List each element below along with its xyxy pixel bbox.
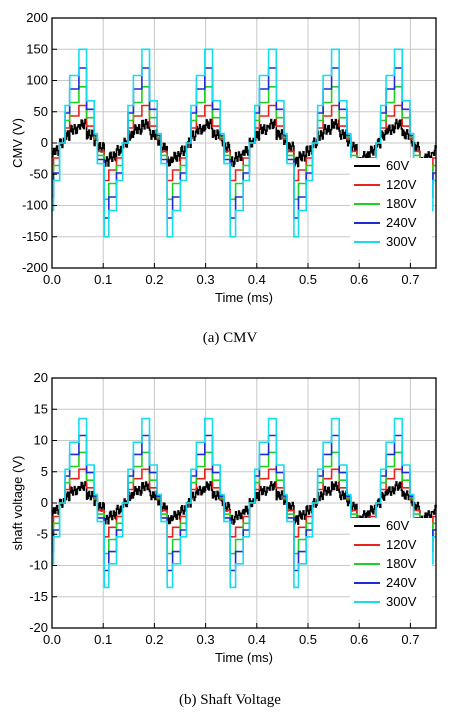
x-tick-label: 0.5 [299, 272, 317, 287]
legend-label-300V: 300V [386, 234, 417, 249]
legend-label-120V: 120V [386, 177, 417, 192]
chart-shaft-voltage: 0.0 0.1 0.2 0.3 0.4 0.5 0.6 0.7 -20 -15 -10 -5 0 5 10 1… [10, 370, 437, 665]
x-tick-label: 0.4 [248, 272, 266, 287]
y-tick-label: -15 [29, 589, 48, 604]
y-tick-label: -200 [22, 260, 48, 275]
chart-cmv: 0.0 0.1 0.2 0.3 0.4 0.5 0.6 0.7 -200 -150 -100 -50 0… [10, 10, 437, 305]
legend-label-120V: 120V [386, 537, 417, 552]
x-tick-label: 0.4 [248, 632, 266, 647]
y-tick-label: 15 [34, 401, 48, 416]
y-tick-label: 50 [34, 104, 48, 119]
y-tick-label: -100 [22, 198, 48, 213]
caption-shaft-voltage: (b) Shaft Voltage [179, 692, 281, 708]
x-tick-label: 0.7 [401, 632, 419, 647]
y-tick-label: -150 [22, 229, 48, 244]
legend-label-60V: 60V [386, 518, 409, 533]
y-tick-label: 0 [41, 135, 48, 150]
x-axis-label: Time (ms) [215, 650, 273, 665]
x-tick-label: 0.1 [94, 632, 112, 647]
y-axis-label: shaft voltage (V) [10, 456, 25, 551]
x-tick-label: 0.0 [43, 632, 61, 647]
y-tick-label: 10 [34, 433, 48, 448]
x-tick-label: 0.5 [299, 632, 317, 647]
x-axis-label: Time (ms) [215, 290, 273, 305]
y-tick-label: 5 [41, 464, 48, 479]
y-tick-label: 100 [26, 73, 48, 88]
caption-cmv: (a) CMV [202, 330, 258, 346]
x-tick-label: 0.3 [197, 632, 215, 647]
y-tick-label: 0 [41, 495, 48, 510]
x-tick-label: 0.1 [94, 272, 112, 287]
legend-label-240V: 240V [386, 575, 417, 590]
y-tick-label: -50 [29, 166, 48, 181]
x-tick-label: 0.6 [350, 272, 368, 287]
x-tick-label: 0.7 [401, 272, 419, 287]
legend-label-180V: 180V [386, 556, 417, 571]
y-tick-label: 200 [26, 10, 48, 25]
legend-label-240V: 240V [386, 215, 417, 230]
x-tick-label: 0.0 [43, 272, 61, 287]
y-tick-label: -5 [36, 526, 48, 541]
legend-label-180V: 180V [386, 196, 417, 211]
legend-label-300V: 300V [386, 594, 417, 609]
y-tick-label: 20 [34, 370, 48, 385]
x-tick-label: 0.2 [145, 632, 163, 647]
y-tick-label: 150 [26, 41, 48, 56]
x-tick-label: 0.6 [350, 632, 368, 647]
x-tick-label: 0.3 [197, 272, 215, 287]
y-tick-label: -10 [29, 558, 48, 573]
legend-label-60V: 60V [386, 158, 409, 173]
x-tick-label: 0.2 [145, 272, 163, 287]
y-tick-label: -20 [29, 620, 48, 635]
y-axis-label: CMV (V) [10, 118, 25, 168]
